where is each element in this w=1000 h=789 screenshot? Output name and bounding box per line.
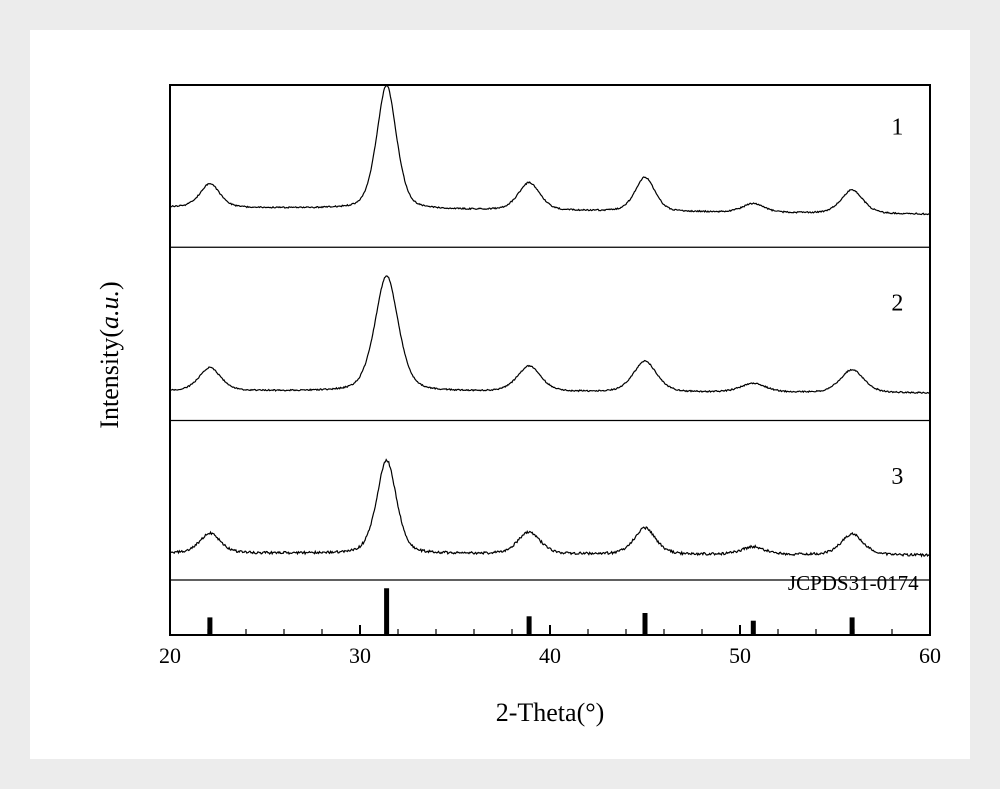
y-axis-label: Intensity(a.u.) [95, 255, 125, 455]
reference-label: JCPDS31-0174 [788, 571, 919, 595]
x-axis-label: 2-Theta(°) [170, 698, 930, 728]
xrd-chart-svg: 2030405060123JCPDS31-0174 [170, 85, 930, 685]
reference-bar [207, 617, 212, 635]
plot-area: 2030405060123JCPDS31-0174 [170, 85, 930, 635]
reference-bar [643, 613, 648, 635]
y-axis-label-unit: a.u. [95, 290, 124, 329]
x-tick-label: 40 [539, 643, 561, 668]
trace-3 [170, 460, 930, 557]
y-axis-label-text: Intensity [95, 338, 124, 429]
trace-label: 2 [891, 291, 903, 317]
trace-label: 1 [891, 115, 903, 141]
reference-bar [751, 621, 756, 635]
trace-label: 3 [891, 464, 903, 490]
trace-2 [170, 276, 930, 393]
x-tick-label: 20 [159, 643, 181, 668]
x-tick-label: 50 [729, 643, 751, 668]
reference-bar [384, 588, 389, 635]
figure-panel: Intensity(a.u.) 20 30 40 50 60 1 2 3 JCPDS31-017… [30, 30, 970, 759]
reference-bar [850, 617, 855, 635]
trace-1 [170, 85, 930, 214]
x-tick-label: 30 [349, 643, 371, 668]
x-tick-label: 60 [919, 643, 941, 668]
reference-bar [527, 616, 532, 635]
